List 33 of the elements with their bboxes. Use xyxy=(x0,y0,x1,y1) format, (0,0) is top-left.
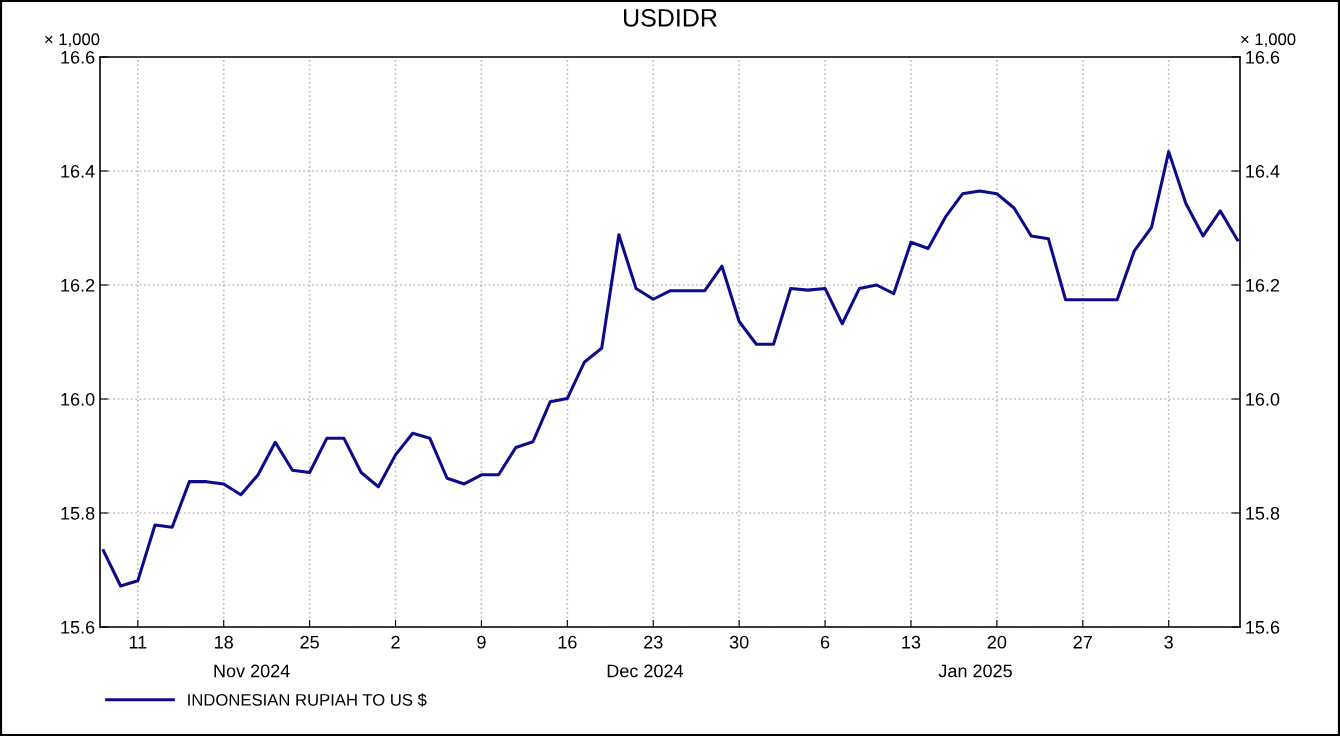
y-tick-label: 16.0 xyxy=(61,392,95,406)
text: Nov 2024 xyxy=(214,664,290,678)
y2-axis-title: × 1,000 xyxy=(1241,33,1296,48)
legend-label: INDONESIAN RUPIAH TO US $ xyxy=(188,693,427,707)
x-tick-label: 27 xyxy=(1073,635,1092,649)
y2-tick-label: 15.6 xyxy=(1246,620,1280,634)
y2-tick-label: 16.4 xyxy=(1246,164,1280,178)
x-tick-label: 25 xyxy=(300,635,319,649)
x-tick-label: 13 xyxy=(902,635,921,649)
x-tick-label: 20 xyxy=(987,635,1007,649)
x-tick-label: 3 xyxy=(1164,635,1173,649)
y-tick-label: 15.8 xyxy=(61,506,95,520)
y-tick-label: 15.6 xyxy=(61,620,95,634)
x-tick-label: 16 xyxy=(558,635,577,649)
y-tick-label: 16.2 xyxy=(61,278,95,292)
x-tick-label: 18 xyxy=(215,635,233,649)
x-tick-label: 11 xyxy=(129,636,147,649)
x-tick-label: 2 xyxy=(391,635,400,649)
x-tick-label: 23 xyxy=(644,635,663,649)
y2-tick-label: 16.2 xyxy=(1246,278,1280,292)
text: Jan 2025 xyxy=(938,664,1012,678)
y-tick-label: 16.6 xyxy=(61,50,95,64)
y2-tick-label: 15.8 xyxy=(1246,506,1280,520)
line-series xyxy=(101,150,1239,588)
y-axis-title: × 1,000 xyxy=(45,33,100,48)
y2-tick-label: 16.0 xyxy=(1246,392,1280,406)
x-tick-label: 30 xyxy=(729,635,749,649)
text: Dec 2024 xyxy=(607,664,684,678)
x-tick-label: 9 xyxy=(477,635,486,649)
y-tick-label: 16.4 xyxy=(61,164,95,178)
x-tick-label: 6 xyxy=(820,635,830,649)
chart-title: USDIDR xyxy=(624,8,717,27)
y2-tick-label: 16.6 xyxy=(1246,50,1280,64)
